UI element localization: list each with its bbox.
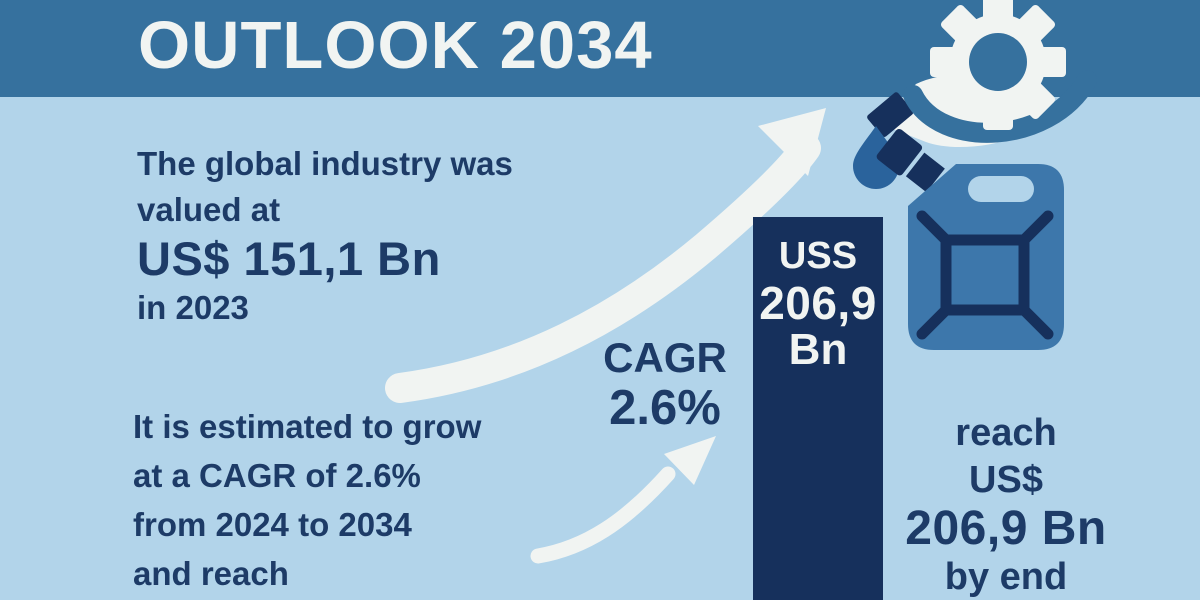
- bar-label-currency: USS: [778, 235, 858, 277]
- projection-text-block: reach US$ 206,9 Bn by end: [896, 410, 1116, 600]
- bar-label-unit: Bn: [788, 325, 848, 374]
- jerry-can-cap: [876, 128, 923, 176]
- jerry-can-handle-hole: [968, 176, 1034, 202]
- intro-text-block: The global industry was valued at US$ 15…: [137, 141, 513, 331]
- growth-text-block: It is estimated to grow at a CAGR of 2.6…: [133, 402, 481, 598]
- cagr-label: CAGR: [603, 334, 727, 381]
- page-title: OUTLOOK 2034: [138, 8, 653, 83]
- projection-line-1: reach: [955, 412, 1057, 454]
- intro-line-1: The global industry was: [137, 145, 513, 182]
- oil-can-spout: [867, 92, 914, 137]
- bar-label-amount: 206,9: [759, 277, 877, 329]
- jerry-can-icon: [876, 128, 1064, 350]
- growth-arrow-small-icon: [530, 436, 716, 564]
- jerry-can-neck: [905, 152, 945, 193]
- projection-value: 206,9 Bn: [905, 502, 1107, 555]
- cagr-callout: CAGR 2.6%: [565, 334, 765, 434]
- growth-line-2: at a CAGR of 2.6%: [133, 457, 421, 494]
- intro-line-2: valued at: [137, 191, 281, 228]
- oil-drop-icon: [853, 126, 899, 189]
- projection-line-2: US$: [969, 459, 1043, 501]
- projection-line-3: by end: [944, 556, 1068, 598]
- bar-2034: USS 206,9 Bn: [753, 217, 883, 600]
- growth-line-4: and reach: [133, 555, 289, 592]
- growth-line-1: It is estimated to grow: [133, 408, 482, 445]
- cagr-value: 2.6%: [609, 381, 721, 435]
- jerry-can-emblem: [916, 210, 1054, 340]
- intro-line-3: in 2023: [137, 289, 249, 326]
- intro-value-2023: US$ 151,1 Bn: [137, 232, 441, 285]
- growth-line-3: from 2024 to 2034: [133, 506, 412, 543]
